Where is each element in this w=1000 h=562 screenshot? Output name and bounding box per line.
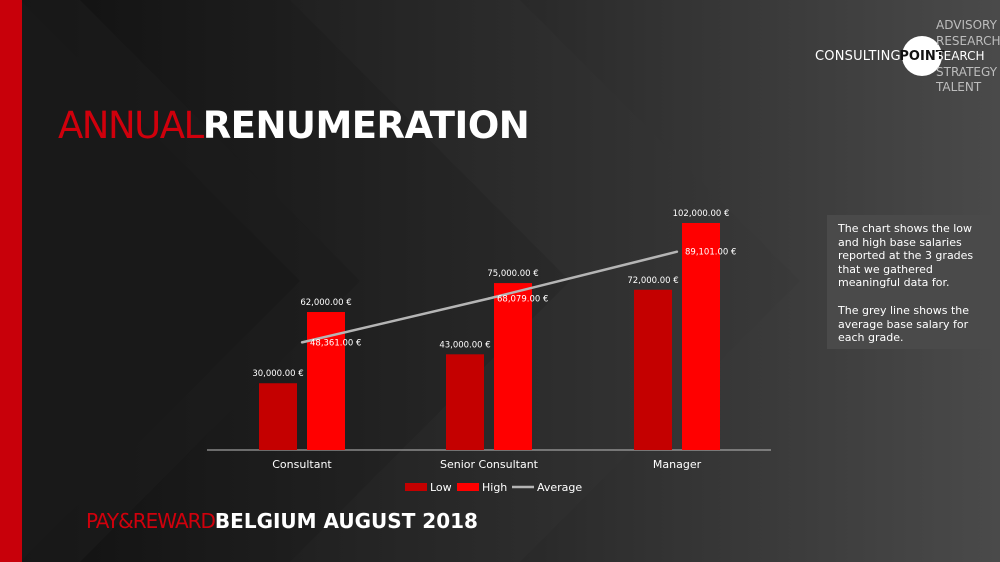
left-accent-bar bbox=[0, 0, 22, 562]
legend-average-label: Average bbox=[537, 481, 582, 494]
footer-caption: PAY&REWARDBELGIUM AUGUST 2018 bbox=[86, 509, 478, 533]
average-point-0 bbox=[300, 341, 304, 344]
footer-light: PAY&REWARD bbox=[86, 509, 216, 533]
bar-low-2 bbox=[634, 289, 672, 450]
bar-high-2 bbox=[682, 223, 720, 450]
average-point-1 bbox=[487, 297, 491, 300]
average-line bbox=[301, 250, 678, 344]
page-title: ANNUALRENUMERATION bbox=[58, 104, 530, 147]
bar-high-label-1: 75,000.00 € bbox=[487, 269, 538, 279]
bar-high-label-0: 62,000.00 € bbox=[300, 298, 351, 308]
footer-bold: BELGIUM AUGUST 2018 bbox=[214, 509, 478, 533]
bar-low-label-1: 43,000.00 € bbox=[439, 340, 490, 350]
average-label-0: 48,361.00 € bbox=[310, 338, 361, 348]
note-paragraph-1: The chart shows the low and high base sa… bbox=[838, 222, 974, 290]
x-tick-label-1: Senior Consultant bbox=[440, 458, 539, 471]
legend-low-swatch bbox=[405, 483, 427, 491]
bar-low-1 bbox=[446, 354, 484, 450]
consulting-point-logo: CONSULTING POINT ADVISORY RESEARCH SEARC… bbox=[815, 18, 1000, 108]
logo-service-research: RESEARCH bbox=[936, 33, 1000, 48]
bar-high-1 bbox=[494, 283, 532, 450]
bar-low-label-2: 72,000.00 € bbox=[627, 276, 678, 286]
logo-service-search: SEARCH bbox=[936, 49, 985, 63]
logo-service-talent: TALENT bbox=[936, 80, 982, 94]
x-tick-label-0: Consultant bbox=[272, 458, 332, 471]
legend-high-label: High bbox=[482, 481, 507, 494]
logo-point-text: POINT bbox=[899, 49, 945, 64]
chart-note-box: The chart shows the low and high base sa… bbox=[827, 215, 1000, 349]
legend-high-swatch bbox=[457, 483, 479, 491]
logo-service-strategy: STRATEGY bbox=[936, 64, 998, 79]
average-label-2: 89,101.00 € bbox=[685, 248, 736, 258]
note-paragraph-2: The grey line shows the average base sal… bbox=[838, 303, 970, 345]
page-title-light: ANNUAL bbox=[58, 104, 204, 147]
logo-services-list: ADVISORY RESEARCH SEARCH STRATEGY TALENT bbox=[936, 18, 1000, 96]
logo-circle bbox=[902, 36, 942, 76]
x-tick-label-2: Manager bbox=[653, 458, 702, 471]
logo-service-advisory: ADVISORY bbox=[936, 18, 997, 32]
logo-consulting-text: CONSULTING bbox=[815, 49, 901, 64]
bar-low-0 bbox=[259, 383, 297, 450]
bar-low-label-0: 30,000.00 € bbox=[252, 369, 303, 379]
page-title-bold: RENUMERATION bbox=[202, 104, 530, 147]
average-label-1: 68,079.00 € bbox=[497, 294, 548, 304]
bar-high-label-2: 102,000.00 € bbox=[673, 209, 730, 219]
average-point-2 bbox=[675, 250, 679, 253]
legend-low-label: Low bbox=[430, 481, 452, 494]
